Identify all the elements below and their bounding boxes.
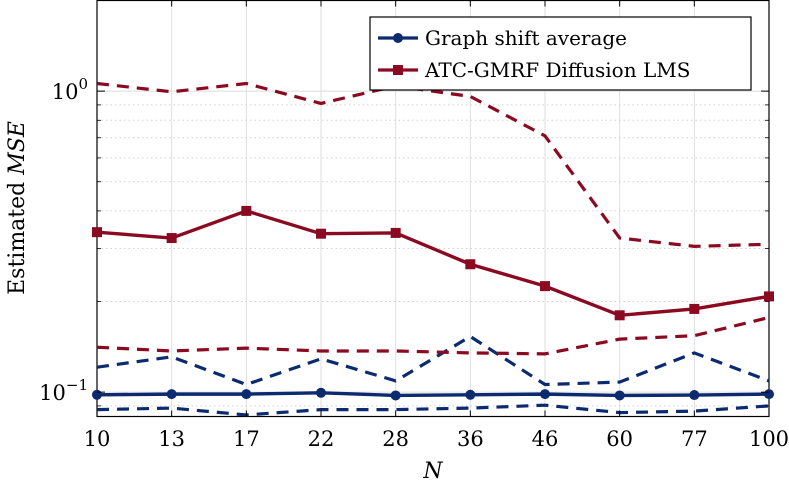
series-mean-line xyxy=(96,391,770,398)
x-tick-label: 22 xyxy=(308,427,335,451)
data-point-marker xyxy=(764,291,774,302)
data-point-marker xyxy=(166,233,177,244)
legend-label-graph-shift-average: Graph shift average xyxy=(425,26,627,50)
data-point-marker xyxy=(614,390,625,401)
x-tick-label: 17 xyxy=(233,427,260,451)
plot-area xyxy=(96,0,770,418)
series-layer xyxy=(92,81,774,417)
legend-entry-graph-shift-average: Graph shift average xyxy=(378,26,627,50)
data-point-marker xyxy=(465,259,476,270)
series-lower-bound-line xyxy=(96,403,770,417)
series-atc-gmrf-diffusion-lms xyxy=(92,81,774,356)
data-point-marker xyxy=(390,227,401,238)
data-point-marker xyxy=(689,303,700,314)
series-upper-bound-line xyxy=(96,334,770,387)
data-point-marker xyxy=(316,387,326,398)
x-tick-label: 10 xyxy=(84,427,111,451)
data-point-marker xyxy=(540,281,550,292)
y-tick-label: 100 xyxy=(52,75,88,104)
x-tick-label: 77 xyxy=(681,427,708,451)
legend-box xyxy=(369,16,752,91)
legend-marker-circle xyxy=(393,33,403,43)
data-point-marker xyxy=(241,389,252,400)
data-point-marker xyxy=(316,228,326,239)
data-point-marker xyxy=(92,389,102,400)
data-point-marker xyxy=(540,389,550,400)
data-point-marker xyxy=(241,205,252,216)
series-upper-bound-line xyxy=(96,81,770,248)
x-tick-label: 36 xyxy=(457,427,484,451)
series-graph-shift-average xyxy=(92,334,774,417)
x-tick-label: 13 xyxy=(158,427,185,451)
x-tick-label: 60 xyxy=(606,427,633,451)
legend-marker-square xyxy=(393,65,403,75)
data-point-marker xyxy=(92,227,102,238)
data-point-marker xyxy=(764,389,774,400)
y-axis-title: Estimated MSE xyxy=(5,121,30,295)
x-tick-label: 46 xyxy=(532,427,559,451)
series-mean-line xyxy=(96,209,770,318)
legend-entry-atc-gmrf-diffusion-lms: ATC-GMRF Diffusion LMS xyxy=(378,58,690,82)
x-tick-label: 100 xyxy=(749,427,789,451)
x-tick-label: 28 xyxy=(382,427,409,451)
data-point-marker xyxy=(465,389,476,400)
x-axis-title: N xyxy=(422,459,443,484)
data-point-marker xyxy=(689,390,700,401)
y-tick-label: 10−1 xyxy=(39,376,88,405)
tick-layer: 10 13 17 22 28 36 46 60 77 100 10−1 100 xyxy=(39,0,789,451)
data-point-marker xyxy=(166,389,177,400)
legend: Graph shift average ATC-GMRF Diffusion L… xyxy=(369,16,752,91)
series-lower-bound-line xyxy=(96,315,770,356)
data-point-marker xyxy=(614,310,625,321)
legend-label-atc-gmrf-diffusion-lms: ATC-GMRF Diffusion LMS xyxy=(424,58,690,82)
data-point-marker xyxy=(390,390,401,401)
